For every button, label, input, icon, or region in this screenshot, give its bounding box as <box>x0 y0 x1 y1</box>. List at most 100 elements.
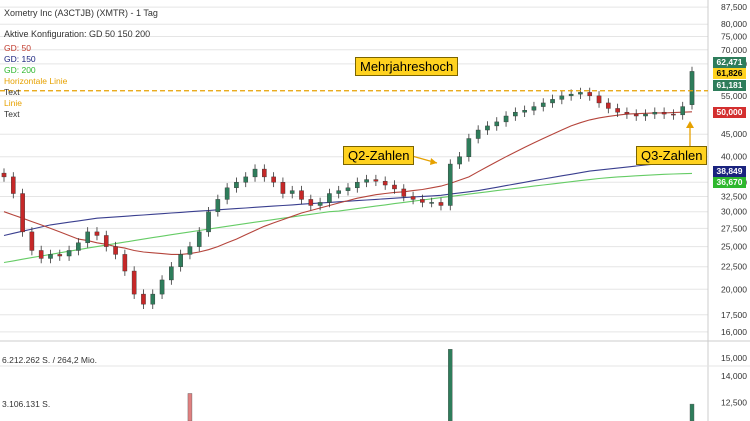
volume-bar <box>689 403 695 421</box>
annotation-high: Mehrjahreshoch <box>355 57 459 76</box>
candle-up <box>559 95 565 100</box>
candle <box>20 188 25 237</box>
annotation-q2: Q2-Zahlen <box>343 146 415 165</box>
candle <box>661 107 667 119</box>
candle <box>513 107 518 121</box>
legend-item: GD: 150 <box>4 54 36 64</box>
candle <box>364 174 369 188</box>
candle <box>38 245 44 264</box>
candle <box>587 87 593 101</box>
y-tick-label: 75,000 <box>721 32 747 42</box>
ma50-line <box>3 111 693 255</box>
y-tick-label: 87,500 <box>721 2 747 12</box>
candle <box>382 176 388 190</box>
candle <box>289 185 295 199</box>
candle <box>150 289 156 310</box>
candle <box>540 98 546 112</box>
candle-down <box>131 270 137 295</box>
candle <box>438 197 444 211</box>
candle-down <box>624 111 630 115</box>
candle <box>447 159 453 211</box>
y-tick-label: 55,000 <box>721 91 747 101</box>
candle <box>401 184 407 202</box>
candle <box>624 107 630 119</box>
candle-up <box>466 138 472 157</box>
candle-up <box>550 99 555 104</box>
candle-up <box>355 182 360 189</box>
legend-item: GD: 50 <box>4 43 31 53</box>
candle <box>103 230 109 252</box>
candle-down <box>308 199 314 206</box>
price-tag: 61,181 <box>713 80 746 91</box>
candle-up <box>85 231 90 244</box>
legend-item: Linie <box>4 98 22 108</box>
legend-item: GD: 200 <box>4 65 36 75</box>
candle <box>196 227 202 252</box>
candle <box>615 103 620 118</box>
candle <box>262 164 267 182</box>
candle <box>271 172 276 188</box>
candle <box>234 177 239 193</box>
candle-down <box>606 102 611 109</box>
candle <box>252 164 258 182</box>
candle-up <box>568 93 574 97</box>
candle <box>494 117 500 131</box>
volume-tick-label: 12,500 <box>721 397 747 407</box>
y-tick-label: 45,000 <box>721 129 747 139</box>
candle-down <box>20 193 25 233</box>
candle <box>113 241 118 260</box>
legend-item: Horizontale Linie <box>4 76 68 86</box>
candle-up <box>680 106 685 116</box>
candle-down <box>29 231 35 251</box>
volume-bar <box>187 393 193 421</box>
candle-down <box>587 92 593 97</box>
candle-up <box>503 115 509 123</box>
candle <box>355 177 360 193</box>
candle <box>317 197 323 211</box>
legend-item: Text <box>4 109 20 119</box>
candle-up <box>196 231 202 247</box>
active-config: Aktive Konfiguration: GD 50 150 200 <box>4 29 151 39</box>
candle-down <box>299 190 304 200</box>
candle <box>457 152 462 169</box>
candle-up <box>531 106 537 111</box>
candle-down <box>103 235 109 247</box>
y-tick-label: 30,000 <box>721 207 747 217</box>
volume-tick-label: 15,000 <box>721 353 747 363</box>
candle <box>578 87 583 99</box>
candle <box>475 125 481 144</box>
y-tick-label: 32,500 <box>721 191 747 201</box>
candle <box>169 262 174 285</box>
moving-averages <box>3 111 693 264</box>
candle <box>11 172 16 199</box>
candle-up <box>643 113 648 117</box>
candle <box>485 121 490 135</box>
candle-up <box>150 293 156 305</box>
candle <box>633 109 639 121</box>
y-tick-label: 70,000 <box>721 45 747 55</box>
candle-down <box>596 95 602 104</box>
price-tag: 50,000 <box>713 107 746 118</box>
volume-tick-label: 14,000 <box>721 371 747 381</box>
candle-up <box>234 182 239 189</box>
annotation-arrows <box>411 121 694 165</box>
candle-down <box>271 176 276 183</box>
volume-bar <box>448 349 453 421</box>
candle-down <box>671 113 676 116</box>
candle <box>178 249 183 272</box>
candle <box>327 188 332 208</box>
candle <box>48 249 53 264</box>
volume-label-mid: 3.106.131 S. <box>2 399 51 409</box>
candle-down <box>392 184 397 190</box>
price-tag: 38,849 <box>713 166 746 177</box>
candle-down <box>410 196 416 200</box>
y-tick-label: 16,000 <box>721 327 747 337</box>
candle-up <box>578 92 583 95</box>
candle-up <box>76 242 81 251</box>
candle-up <box>345 187 351 191</box>
candle <box>66 245 72 261</box>
candle-up <box>178 254 183 267</box>
candle <box>57 249 63 261</box>
candle-up <box>513 111 518 117</box>
